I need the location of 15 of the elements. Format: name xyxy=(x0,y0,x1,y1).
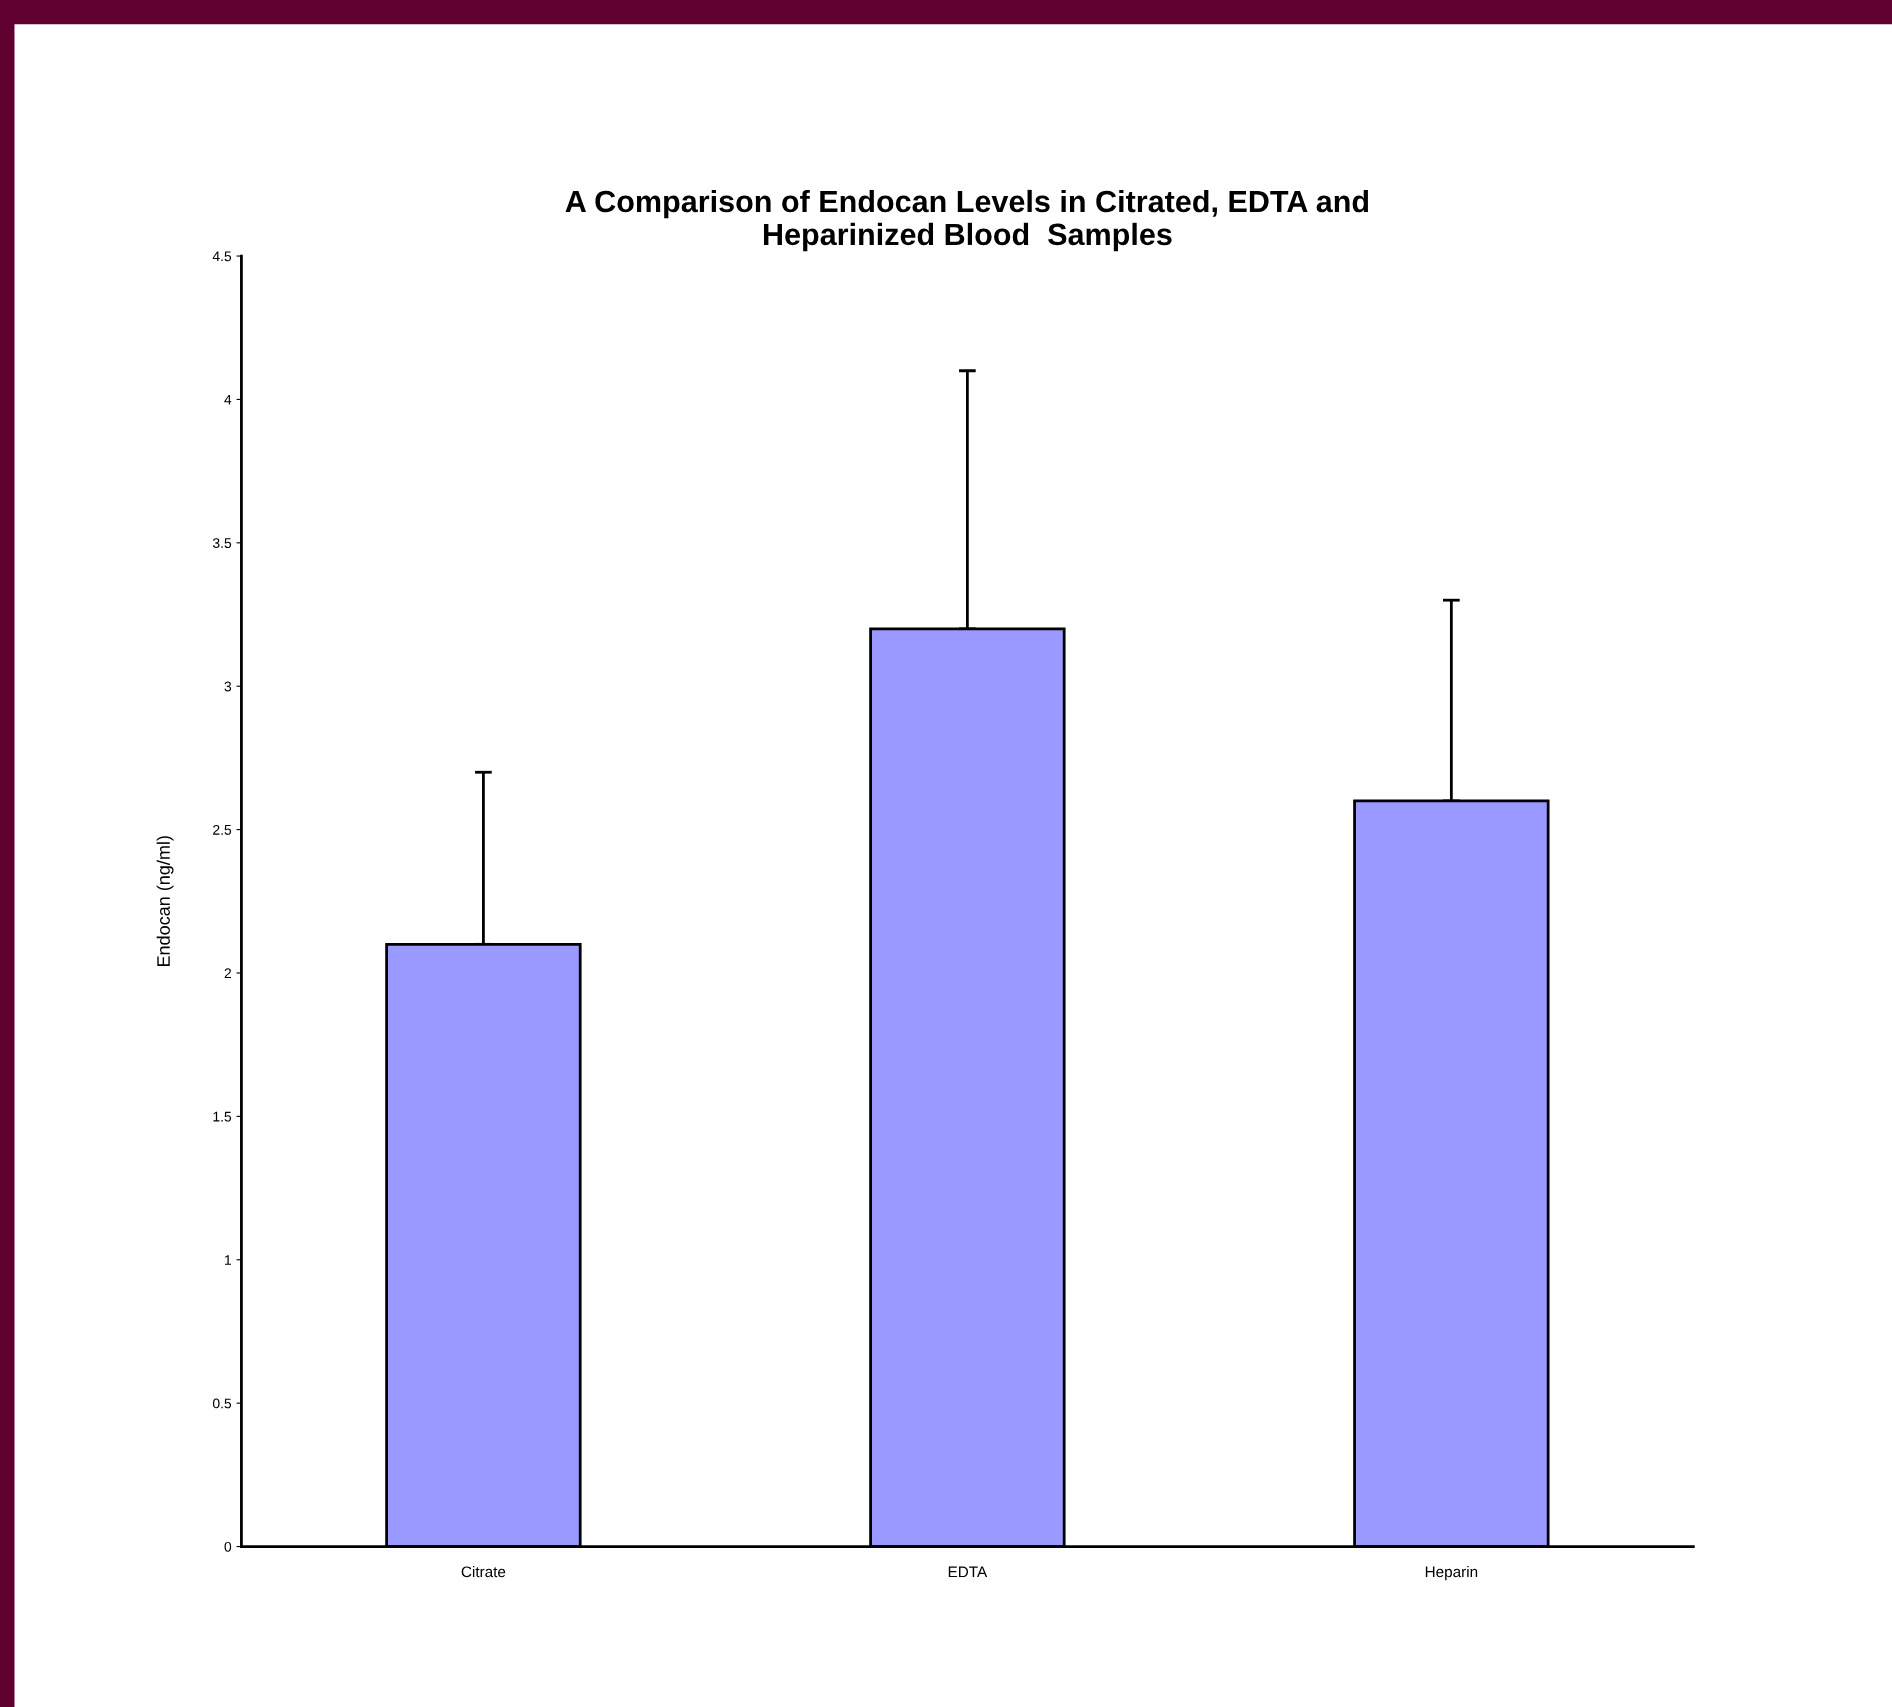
y-tick-label: 4 xyxy=(224,394,232,405)
y-tick-label: 0 xyxy=(224,1541,232,1552)
chart-title: A Comparison of Endocan Levels in Citrated, EDTA and Heparinized Blood Samples xyxy=(565,189,1369,252)
y-axis-title: Endocan (ng/ml) xyxy=(156,836,174,967)
x-tick-label: Heparin xyxy=(1425,1565,1478,1581)
x-tick-label: Citrate xyxy=(461,1565,506,1578)
x-tick-label: EDTA xyxy=(948,1566,988,1578)
y-tick-label: 3 xyxy=(224,681,232,692)
y-tick-label: 2.5 xyxy=(213,824,232,835)
y-tick-label: 1.5 xyxy=(213,1111,232,1122)
y-tick-label: 0.5 xyxy=(212,1398,232,1409)
y-tick-label: 2 xyxy=(224,968,231,979)
y-tick-label: 1 xyxy=(225,1255,232,1265)
y-tick-label: 4.5 xyxy=(212,251,232,262)
y-tick-label: 3.5 xyxy=(212,538,232,548)
